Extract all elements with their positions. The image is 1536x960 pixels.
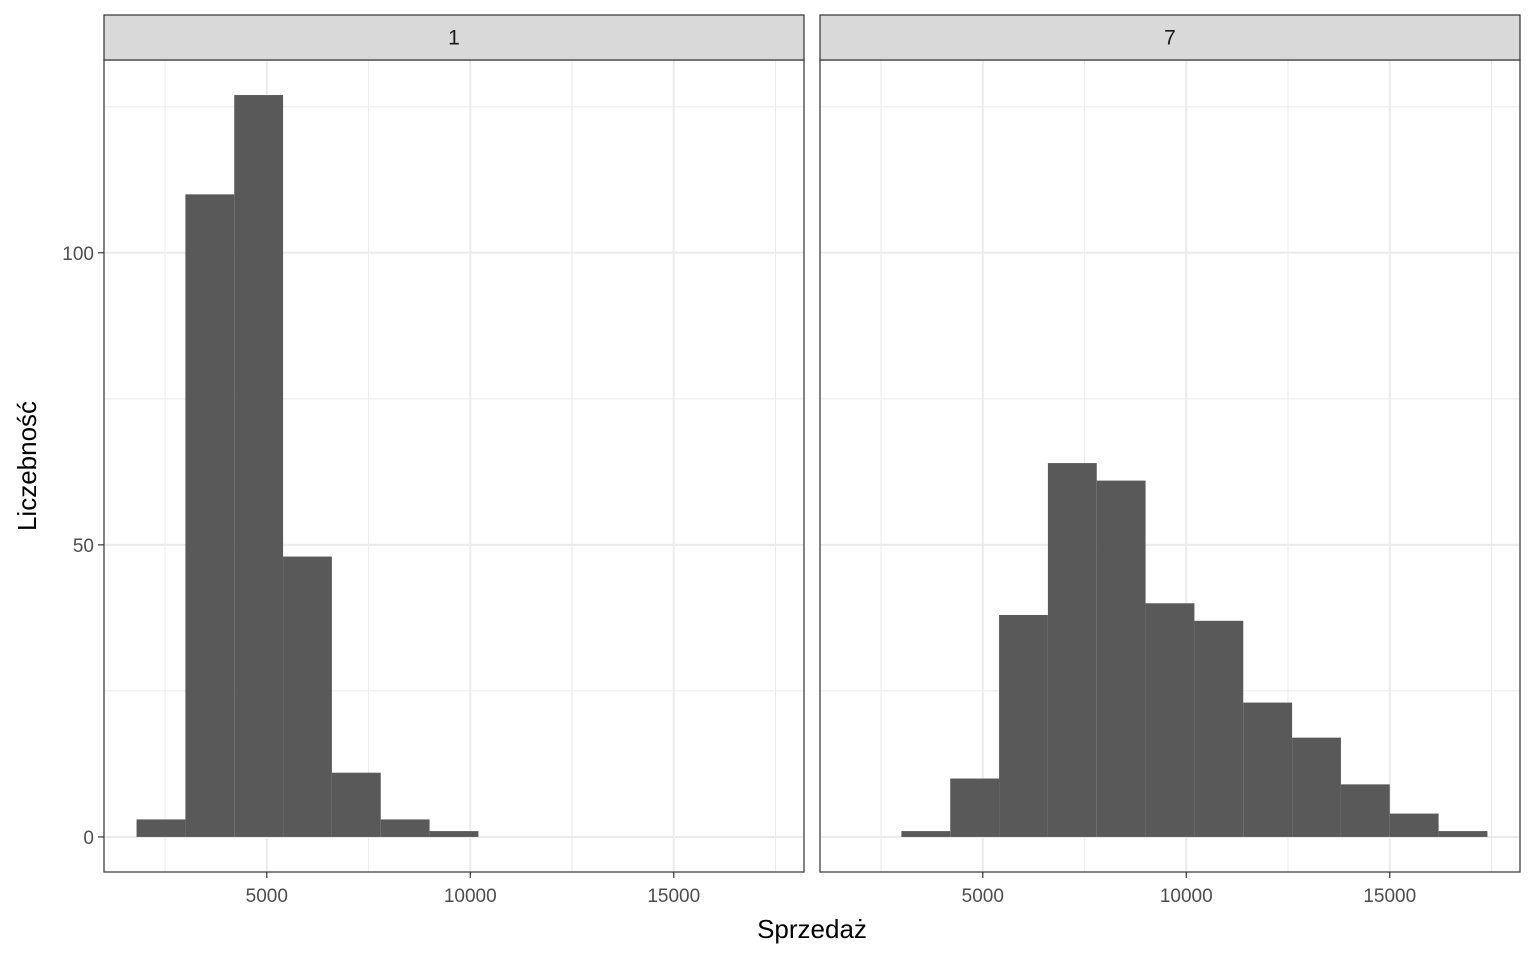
histogram-bar (185, 194, 235, 837)
histogram-bar (1292, 737, 1341, 837)
histogram-bar (1340, 784, 1390, 837)
histogram-bar (331, 772, 381, 837)
histogram-bar (1389, 813, 1439, 837)
facet-strip-label: 1 (448, 27, 460, 50)
y-tick-label: 0 (83, 828, 94, 849)
histogram-bar (1096, 480, 1146, 837)
x-axis-title: Sprzedaż (757, 914, 867, 944)
histogram-bar (283, 556, 332, 837)
histogram-bar (950, 778, 1000, 837)
x-tick-label: 5000 (246, 886, 288, 907)
panel-7: 7 5000 10000 15000 (819, 14, 1521, 907)
facet-strip (819, 14, 1521, 61)
x-tick-label: 15000 (1363, 886, 1416, 907)
histogram-bar (429, 831, 479, 837)
histogram-bar (1145, 603, 1195, 837)
histogram-bar (1194, 620, 1244, 837)
histogram-bar (380, 819, 430, 837)
y-axis-title: Liczebność (12, 401, 42, 531)
x-tick-label: 10000 (1160, 886, 1213, 907)
histogram-bar (1243, 702, 1293, 837)
histogram-bar (136, 819, 186, 837)
histogram-bar (1047, 463, 1097, 837)
x-tick-label: 15000 (647, 886, 700, 907)
facet-strip-label: 7 (1164, 27, 1176, 50)
x-tick-label: 5000 (962, 886, 1004, 907)
histogram-bar (234, 95, 284, 837)
y-tick-label: 100 (62, 244, 94, 265)
histogram-bar (1438, 831, 1488, 837)
histogram-bar (901, 831, 951, 837)
facet-strip (103, 14, 805, 61)
x-tick-label: 10000 (444, 886, 497, 907)
histogram-bar (999, 614, 1048, 837)
y-tick-label: 50 (73, 536, 94, 557)
